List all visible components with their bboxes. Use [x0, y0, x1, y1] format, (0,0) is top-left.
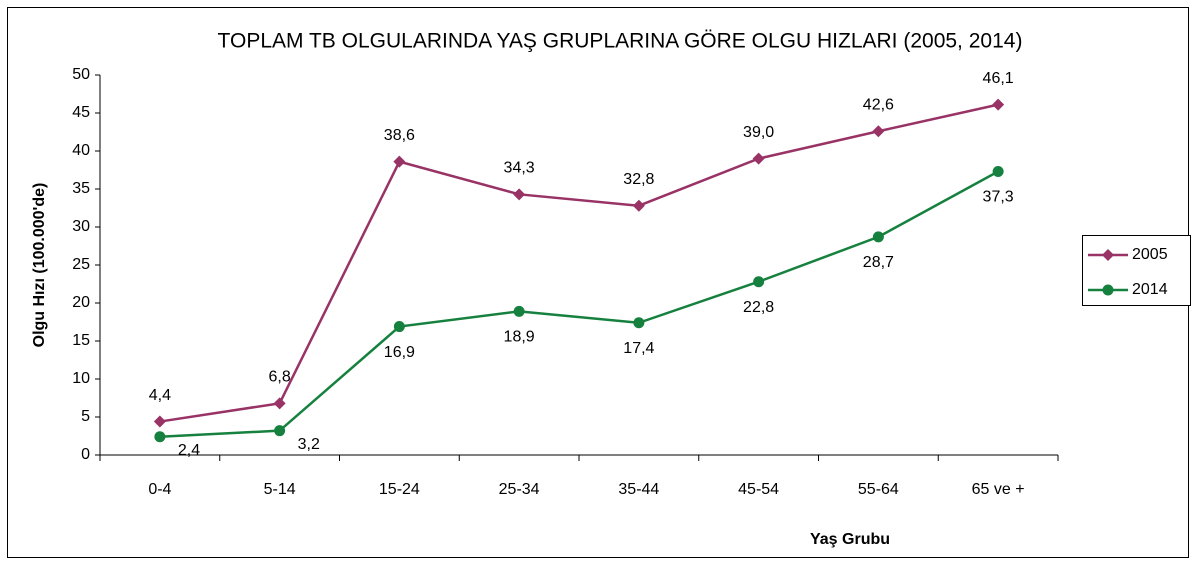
y-axis-label: Olgu Hızı (100.000'de) — [31, 183, 48, 348]
point-marker — [274, 425, 286, 437]
y-tick-label: 5 — [81, 408, 90, 425]
x-tick-label: 0-4 — [148, 481, 171, 498]
data-label: 28,7 — [863, 254, 894, 271]
data-label: 2,4 — [178, 442, 200, 459]
data-label: 3,2 — [298, 436, 320, 453]
point-marker — [632, 199, 645, 212]
legend-label: 2014 — [1132, 281, 1168, 298]
point-marker — [633, 317, 645, 329]
y-tick-label: 0 — [81, 446, 90, 463]
legend-box — [1082, 235, 1191, 306]
y-tick-label: 25 — [72, 256, 90, 273]
data-label: 18,9 — [504, 329, 535, 346]
point-marker — [992, 98, 1005, 111]
data-label: 39,0 — [743, 124, 774, 141]
data-label: 42,6 — [863, 96, 894, 113]
point-marker — [872, 125, 885, 138]
point-marker — [513, 188, 526, 201]
x-axis-label: Yaş Grubu — [810, 531, 890, 548]
x-tick-label: 25-34 — [499, 481, 540, 498]
data-label: 46,1 — [983, 70, 1014, 87]
x-tick-label: 65 ve + — [972, 481, 1025, 498]
point-marker — [153, 415, 166, 428]
chart-title: TOPLAM TB OLGULARINDA YAŞ GRUPLARINA GÖR… — [218, 30, 1023, 53]
y-tick-label: 35 — [72, 180, 90, 197]
data-label: 17,4 — [623, 340, 654, 357]
x-tick-label: 45-54 — [738, 481, 779, 498]
x-tick-label: 35-44 — [618, 481, 659, 498]
series-line — [159, 103, 999, 423]
data-label: 34,3 — [504, 160, 535, 177]
point-marker — [273, 397, 286, 410]
data-label: 37,3 — [983, 189, 1014, 206]
y-tick-label: 30 — [72, 218, 90, 235]
y-tick-label: 45 — [72, 104, 90, 121]
point-marker — [393, 155, 406, 168]
point-marker — [753, 276, 765, 288]
y-tick-label: 10 — [72, 370, 90, 387]
data-label: 22,8 — [743, 299, 774, 316]
point-marker — [513, 305, 525, 317]
data-label: 4,4 — [149, 387, 171, 404]
point-marker — [154, 431, 166, 443]
y-tick-label: 40 — [72, 142, 90, 159]
legend-marker — [1102, 249, 1114, 261]
point-marker — [872, 231, 884, 243]
chart-border — [7, 7, 1189, 558]
legend-label: 2005 — [1132, 246, 1168, 263]
x-tick-label: 5-14 — [264, 481, 296, 498]
data-label: 16,9 — [384, 344, 415, 361]
y-tick-label: 50 — [72, 66, 90, 83]
x-tick-label: 15-24 — [379, 481, 420, 498]
y-tick-label: 15 — [72, 332, 90, 349]
point-marker — [393, 321, 405, 333]
point-marker — [752, 152, 765, 165]
point-marker — [992, 166, 1004, 178]
data-label: 38,6 — [384, 127, 415, 144]
series-line — [159, 170, 999, 439]
y-tick-label: 20 — [72, 294, 90, 311]
x-tick-label: 55-64 — [858, 481, 899, 498]
legend-marker — [1102, 284, 1114, 296]
data-label: 32,8 — [623, 171, 654, 188]
data-label: 6,8 — [269, 369, 291, 386]
